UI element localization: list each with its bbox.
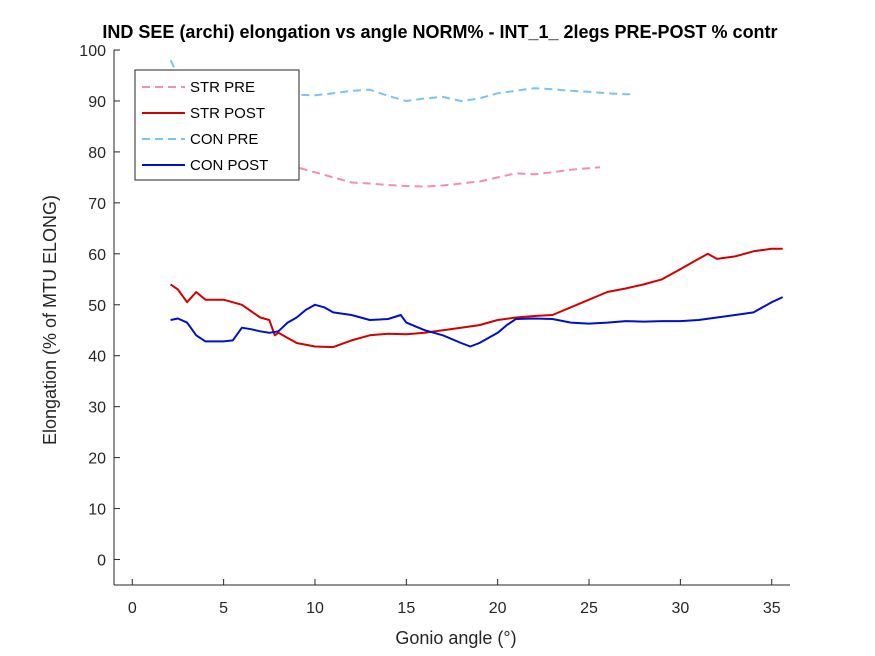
x-tick-label: 20 xyxy=(489,600,507,617)
x-tick-label: 35 xyxy=(763,600,781,617)
series-line-con-pre xyxy=(169,59,635,102)
series-line-str-post xyxy=(170,247,783,349)
y-tick-label: 50 xyxy=(88,298,106,315)
legend-entry: CON PRE xyxy=(190,131,258,148)
x-tick-label: 10 xyxy=(306,600,324,617)
x-axis-ticks: 0 5 10 15 20 25 30 35 xyxy=(128,579,781,617)
x-tick-label: 15 xyxy=(397,600,415,617)
y-tick-label: 90 xyxy=(88,94,106,111)
y-tick-label: 10 xyxy=(88,502,106,519)
plot-area xyxy=(113,50,790,586)
legend: STR PRE STR POST CON PRE CON POST xyxy=(134,69,300,181)
y-tick-label: 40 xyxy=(88,349,106,366)
y-tick-label: 0 xyxy=(97,553,106,570)
y-axis-label: Elongation (% of MTU ELONG) xyxy=(40,195,60,445)
y-tick-label: 30 xyxy=(88,400,106,417)
x-tick-label: 30 xyxy=(671,600,689,617)
y-tick-label: 20 xyxy=(88,451,106,468)
series-line-con-post xyxy=(170,296,784,348)
series-group xyxy=(169,59,784,349)
legend-entry: STR POST xyxy=(190,105,265,122)
x-tick-label: 5 xyxy=(219,600,228,617)
legend-entry: CON POST xyxy=(190,157,268,174)
legend-entry: STR PRE xyxy=(190,79,255,96)
chart-title: IND SEE (archi) elongation vs angle NORM… xyxy=(102,22,777,42)
x-tick-label: 25 xyxy=(580,600,598,617)
legend-box xyxy=(134,69,300,181)
y-tick-label: 100 xyxy=(79,43,106,60)
y-tick-label: 70 xyxy=(88,196,106,213)
x-tick-label: 0 xyxy=(128,600,137,617)
x-axis-label: Gonio angle (°) xyxy=(395,628,516,648)
y-tick-label: 80 xyxy=(88,145,106,162)
y-axis-ticks: 0 10 20 30 40 50 60 70 80 90 100 xyxy=(79,43,120,570)
y-tick-label: 60 xyxy=(88,247,106,264)
